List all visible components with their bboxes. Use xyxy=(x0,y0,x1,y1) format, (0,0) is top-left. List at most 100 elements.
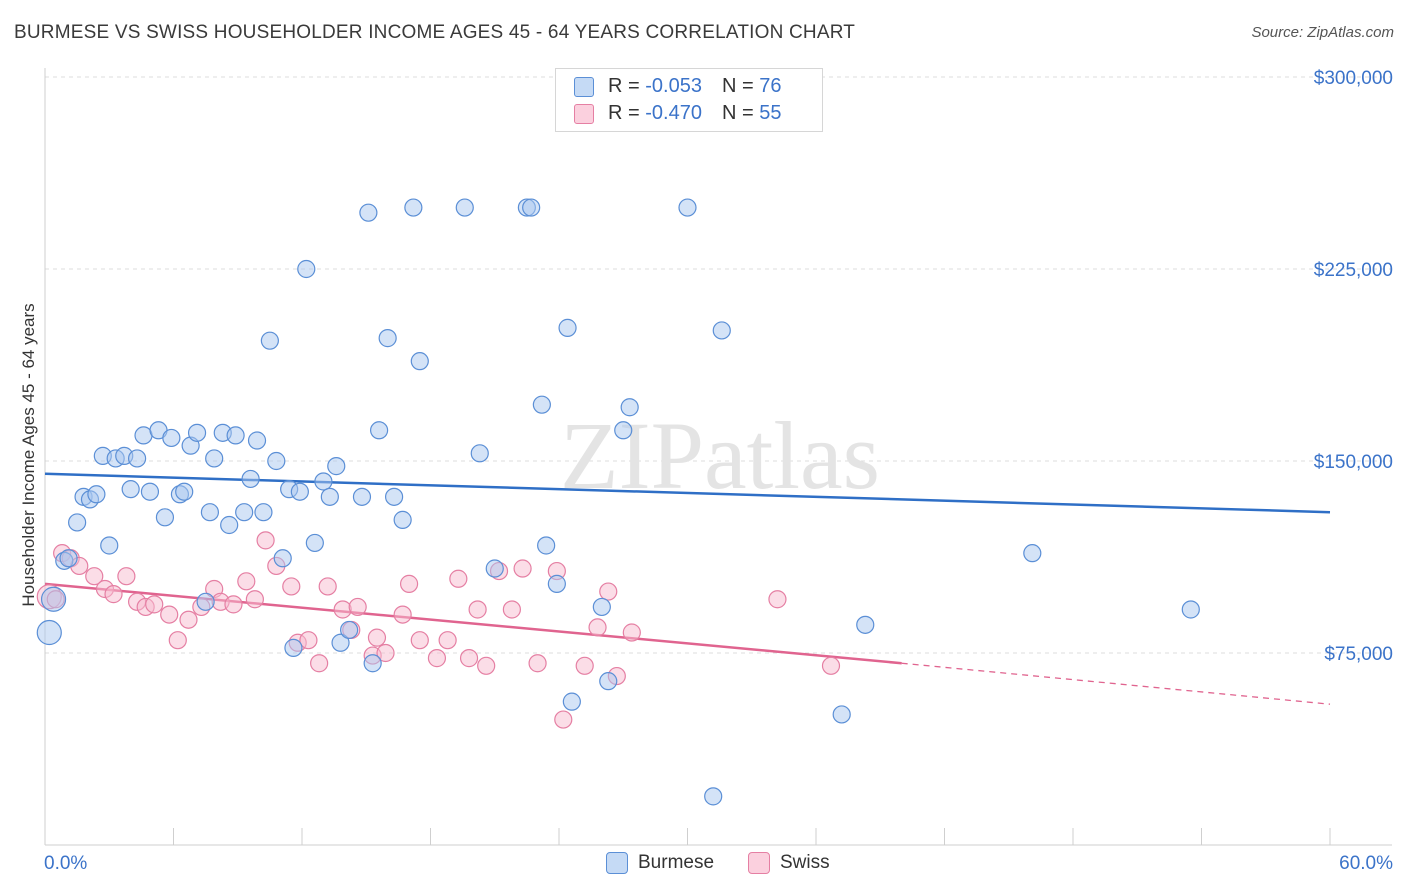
y-tick-label-225000: $225,000 xyxy=(1314,260,1393,281)
burmese-point xyxy=(363,654,382,673)
burmese-point xyxy=(241,469,260,489)
burmese-point xyxy=(273,549,292,568)
burmese-point xyxy=(68,513,87,532)
burmese-point xyxy=(537,536,556,555)
burmese-point xyxy=(614,421,633,440)
swiss-point xyxy=(427,649,447,668)
burmese-point xyxy=(856,615,875,634)
swiss-point xyxy=(245,590,264,609)
burmese-point xyxy=(36,619,62,646)
legend-r-value-swiss: -0.470 xyxy=(645,102,702,124)
burmese-point xyxy=(305,533,324,553)
x-tick-label-min: 0.0% xyxy=(44,853,87,874)
burmese-point xyxy=(470,444,489,463)
swiss-point xyxy=(599,582,618,601)
burmese-point xyxy=(410,352,429,371)
burmese-point xyxy=(260,331,279,350)
burmese-point xyxy=(704,787,723,806)
axes xyxy=(44,68,1392,846)
burmese-point xyxy=(832,705,851,724)
burmese-point xyxy=(59,549,78,568)
burmese-point xyxy=(712,321,731,340)
legend-row-burmese: R = -0.053 N = 76 xyxy=(574,75,781,98)
burmese-point xyxy=(247,431,267,450)
correlation-legend: R = -0.053 N = 76 R = -0.470 N = 55 xyxy=(555,68,823,132)
swiss-point xyxy=(502,600,521,619)
burmese-point xyxy=(1023,544,1042,563)
legend-n-label: N = xyxy=(721,102,754,124)
burmese-point xyxy=(393,510,412,529)
swiss-point xyxy=(768,590,787,609)
swiss-point xyxy=(367,628,387,647)
swiss-point xyxy=(85,567,104,586)
swiss-point xyxy=(468,600,487,619)
swiss-point xyxy=(224,595,243,614)
burmese-point xyxy=(87,485,106,504)
burmese-point xyxy=(547,574,566,593)
swiss-legend-label: Swiss xyxy=(780,852,830,873)
swiss-point xyxy=(256,531,275,550)
burmese-point xyxy=(121,480,140,499)
swiss-point xyxy=(168,631,187,650)
burmese-point xyxy=(592,597,611,617)
burmese-point xyxy=(522,198,541,217)
burmese-point xyxy=(40,586,67,612)
swiss-point xyxy=(393,605,412,624)
burmese-point xyxy=(455,198,474,217)
swiss-point xyxy=(399,574,419,593)
swiss-trend-extension xyxy=(901,662,1331,705)
burmese-point xyxy=(532,395,551,414)
legend-item-burmese[interactable]: Burmese xyxy=(606,852,714,874)
series-legend: Burmese Swiss xyxy=(0,852,1406,878)
legend-n-value-swiss: 55 xyxy=(759,102,782,124)
grid-lines xyxy=(45,76,1392,654)
swiss-point xyxy=(622,623,641,642)
burmese-point xyxy=(327,457,346,476)
y-axis-label: Householder Income Ages 45 - 64 years xyxy=(19,303,38,606)
burmese-legend-swatch xyxy=(606,852,628,874)
swiss-point xyxy=(528,654,547,673)
x-tick-label-max: 60.0% xyxy=(1339,853,1393,874)
burmese-point xyxy=(384,487,404,506)
burmese-legend-label: Burmese xyxy=(638,852,715,873)
burmese-point xyxy=(314,472,333,491)
y-tick-labels: $75,000 $150,000 $225,000 $300,000 xyxy=(1314,68,1393,665)
burmese-point xyxy=(127,449,147,468)
source-label: Source: ZipAtlas.com xyxy=(1251,24,1394,41)
swiss-point xyxy=(513,559,532,578)
burmese-point xyxy=(175,482,194,501)
swiss-point xyxy=(145,595,164,614)
burmese-point xyxy=(340,620,359,640)
burmese-point xyxy=(331,633,350,652)
burmese-point xyxy=(370,421,389,440)
burmese-point xyxy=(226,426,245,445)
burmese-point xyxy=(599,672,618,691)
swiss-point xyxy=(376,643,395,663)
burmese-point xyxy=(562,692,581,711)
swiss-point xyxy=(348,597,367,617)
swiss-point xyxy=(237,572,256,591)
swiss-point xyxy=(449,569,468,588)
swiss-point xyxy=(299,631,318,650)
burmese-point xyxy=(254,503,273,522)
swiss-point xyxy=(438,631,457,650)
legend-r-label: R = xyxy=(608,75,640,97)
burmese-point xyxy=(359,203,378,222)
swiss-point xyxy=(282,577,301,596)
burmese-point xyxy=(352,487,372,506)
burmese-point xyxy=(140,482,160,501)
swiss-point xyxy=(477,656,496,675)
legend-item-swiss[interactable]: Swiss xyxy=(748,852,830,874)
legend-r-label: R = xyxy=(608,102,640,124)
legend-n-label: N = xyxy=(721,75,754,97)
swiss-swatch xyxy=(574,103,594,124)
swiss-point xyxy=(821,656,841,675)
burmese-point xyxy=(378,329,397,348)
swiss-point xyxy=(117,567,136,586)
burmese-point xyxy=(200,503,220,522)
legend-row-swiss: R = -0.470 N = 55 xyxy=(574,102,781,125)
swiss-point xyxy=(160,605,179,624)
burmese-point xyxy=(678,198,697,217)
y-tick-label-75000: $75,000 xyxy=(1324,644,1393,665)
